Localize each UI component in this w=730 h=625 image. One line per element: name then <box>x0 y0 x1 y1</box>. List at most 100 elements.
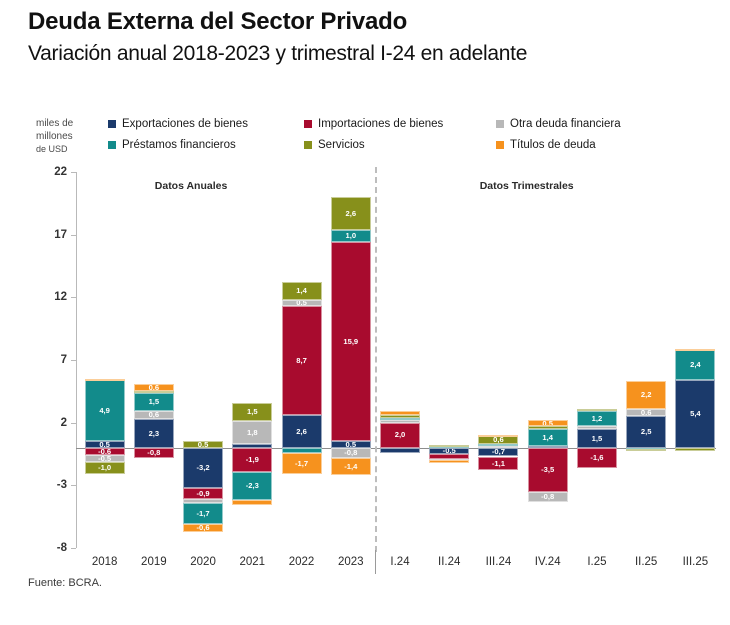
x-axis-section-separator <box>375 550 377 574</box>
x-tick-label: III.24 <box>485 556 512 568</box>
bar-group-III.24[interactable]: 0,6 -0,7 -1,1 <box>478 172 519 548</box>
legend-item-0[interactable]: Exportaciones de bienes <box>108 118 248 130</box>
legend-item-4[interactable]: Servicios <box>304 139 365 151</box>
x-tick-label: 2021 <box>239 556 266 568</box>
bar-segment[interactable] <box>527 426 568 429</box>
bar-segment[interactable]: 0,6 <box>133 383 174 392</box>
bar-segment[interactable]: -2,3 <box>232 471 273 501</box>
bar-segment[interactable]: -0,6 <box>84 447 125 456</box>
bar-group-II.25[interactable]: 2,5 0,6 2,2 <box>626 172 667 548</box>
bar-segment[interactable] <box>478 443 519 447</box>
bar-segment[interactable]: 5,4 <box>675 380 716 448</box>
bar-segment[interactable] <box>380 447 420 453</box>
bar-group-2022[interactable]: 2,6 8,7 0,5 1,4 -1,7 <box>281 172 322 548</box>
bar-value-label: 1,4 <box>296 286 307 296</box>
bar-segment[interactable]: -1,1 <box>478 456 519 471</box>
bar-segment[interactable] <box>84 378 125 381</box>
bar-segment[interactable]: -0,7 <box>478 447 519 457</box>
bar-value-label: -1,6 <box>590 452 604 462</box>
bar-segment[interactable]: 1,5 <box>576 428 617 448</box>
bar-group-I.25[interactable]: 1,5 1,2 -1,6 <box>576 172 617 548</box>
bar-group-III.25[interactable]: 5,4 2,4 <box>675 172 716 548</box>
bar-segment[interactable]: 1,5 <box>232 402 273 422</box>
bar-group-2018[interactable]: 0,5 4,9 -0,6 -0,5 -1,0 <box>84 172 125 548</box>
bar-segment[interactable]: 0,6 <box>626 408 667 417</box>
bar-group-I.24[interactable]: 2,0 <box>380 172 420 548</box>
bar-segment[interactable]: 1,4 <box>527 428 568 447</box>
bar-segment[interactable] <box>380 415 420 418</box>
bar-segment[interactable] <box>232 443 273 448</box>
bar-segment[interactable]: 1,0 <box>330 229 371 243</box>
bar-segment[interactable] <box>576 408 617 412</box>
bar-segment[interactable]: 1,4 <box>281 282 322 300</box>
bar-segment[interactable]: 1,8 <box>232 421 273 444</box>
bar-segment[interactable]: 0,5 <box>183 441 224 448</box>
legend-item-3[interactable]: Préstamos financieros <box>108 139 236 151</box>
bar-segment[interactable]: -3,2 <box>183 447 224 488</box>
bar-segment[interactable]: 15,9 <box>330 242 371 442</box>
bar-segment[interactable] <box>183 499 224 503</box>
bar-segment[interactable]: 2,6 <box>330 197 371 230</box>
legend-item-2[interactable]: Otra deuda financiera <box>496 118 621 130</box>
bar-segment[interactable] <box>626 448 667 452</box>
bar-segment[interactable]: 1,5 <box>133 392 174 412</box>
bar-segment[interactable]: 1,2 <box>576 411 617 427</box>
bar-segment[interactable] <box>281 447 322 453</box>
bar-segment[interactable]: 0,5 <box>84 441 125 448</box>
bar-segment[interactable]: 0,5 <box>330 441 371 448</box>
bar-segment[interactable] <box>429 460 470 463</box>
bar-value-label: 0,5 <box>296 299 307 307</box>
bar-segment[interactable]: 2,3 <box>133 418 174 448</box>
bar-segment[interactable] <box>232 500 273 506</box>
bar-segment[interactable]: -0,5 <box>84 455 125 462</box>
bar-segment[interactable]: -0,6 <box>183 524 224 532</box>
bar-group-2019[interactable]: 2,3 0,6 1,5 0,6 -0,8 <box>133 172 174 548</box>
bar-value-label: 1,8 <box>247 427 258 437</box>
bar-segment[interactable]: -0,8 <box>330 447 371 458</box>
bar-segment[interactable]: -1,4 <box>330 457 371 476</box>
legend-item-1[interactable]: Importaciones de bienes <box>304 118 443 130</box>
bar-segment[interactable] <box>429 454 470 459</box>
y-tick-label: -3 <box>56 479 67 492</box>
y-tick-mark <box>71 360 76 361</box>
bar-segment[interactable] <box>380 417 420 421</box>
bar-segment[interactable]: -3,5 <box>527 447 568 492</box>
legend-label: Préstamos financieros <box>122 139 236 151</box>
bar-segment[interactable]: -0,8 <box>527 491 568 502</box>
bar-segment[interactable] <box>675 447 716 452</box>
bar-segment[interactable]: -0,8 <box>133 447 174 458</box>
bar-segment[interactable]: 2,0 <box>380 422 420 448</box>
bar-segment[interactable]: -1,7 <box>183 502 224 525</box>
bar-segment[interactable] <box>133 391 174 394</box>
bar-segment[interactable]: 2,5 <box>626 416 667 448</box>
bar-value-label: 0,5 <box>345 441 357 448</box>
bar-segment[interactable]: 2,4 <box>675 349 716 381</box>
bar-segment[interactable] <box>675 348 716 351</box>
bar-segment[interactable] <box>576 426 617 429</box>
bar-segment[interactable]: 0,5 <box>281 299 322 307</box>
bar-segment[interactable]: 2,2 <box>626 381 667 409</box>
bar-group-2021[interactable]: 1,8 1,5 -1,9 -2,3 <box>232 172 273 548</box>
bar-segment[interactable]: 8,7 <box>281 306 322 416</box>
bar-segment[interactable] <box>478 435 519 438</box>
bar-group-II.24[interactable]: -0,5 <box>429 172 470 548</box>
bar-segment[interactable]: 4,9 <box>84 380 125 442</box>
bar-segment[interactable]: -1,6 <box>576 447 617 468</box>
bar-segment[interactable] <box>380 420 420 423</box>
bar-segment[interactable]: -1,7 <box>281 452 322 475</box>
bar-value-label: -0,7 <box>491 447 505 457</box>
bar-group-2020[interactable]: 0,5 -3,2 -0,9 -1,7 -0,6 <box>183 172 224 548</box>
bar-segment[interactable]: -0,9 <box>183 487 224 500</box>
bar-segment[interactable]: -1,9 <box>232 447 273 472</box>
bar-group-IV.24[interactable]: 1,4 0,5 -3,5 -0,8 <box>527 172 568 548</box>
bar-segment[interactable]: 0,5 <box>527 420 568 427</box>
bar-segment[interactable]: 2,6 <box>281 415 322 448</box>
bar-segment[interactable]: -0,5 <box>429 447 470 454</box>
legend-item-5[interactable]: Títulos de deuda <box>496 139 596 151</box>
bar-segment[interactable]: 0,6 <box>133 411 174 419</box>
bar-segment[interactable] <box>429 445 470 448</box>
bar-group-2023[interactable]: 0,5 15,9 1,0 2,6 -0,8 -1,4 <box>330 172 371 548</box>
bar-segment[interactable] <box>380 411 420 416</box>
bar-segment[interactable]: 0,6 <box>478 436 519 444</box>
bar-segment[interactable]: -1,0 <box>84 461 125 475</box>
